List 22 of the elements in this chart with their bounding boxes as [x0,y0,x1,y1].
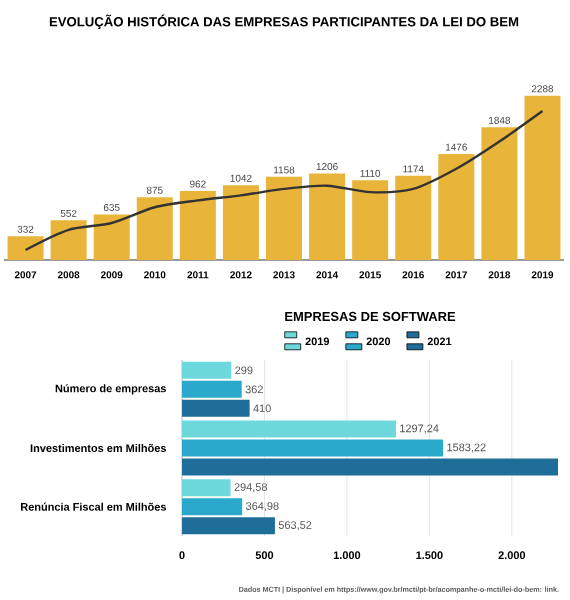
bar [395,175,432,260]
bar [266,176,302,260]
bar [182,361,232,379]
bar [182,399,250,417]
bar [7,236,44,260]
bar [93,214,130,260]
bar [50,220,87,260]
bar [179,190,216,260]
bar [222,185,259,260]
bar [182,479,231,497]
bar [136,197,173,260]
bar [182,498,243,516]
bar [524,95,561,260]
bar [182,458,559,476]
bar [182,439,444,457]
bar [182,380,242,398]
bar [352,180,389,260]
bar [438,154,475,260]
bar [182,517,275,535]
bar [309,173,346,260]
bar [182,420,396,438]
bar [481,127,518,260]
